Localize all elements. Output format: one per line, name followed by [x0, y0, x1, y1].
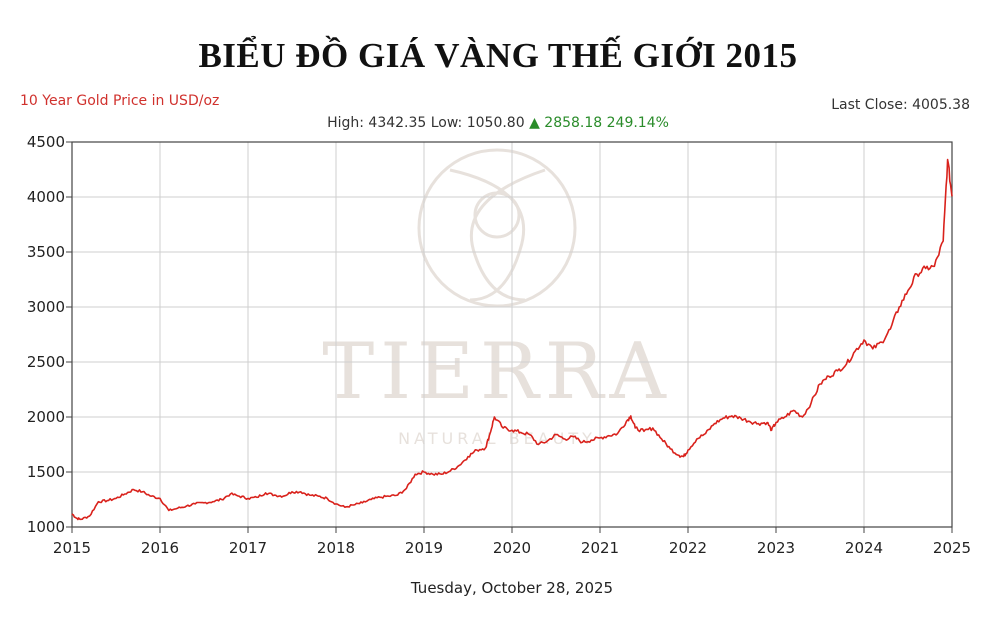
price-line — [71, 158, 953, 521]
y-tick-label: 2500 — [27, 353, 65, 371]
page-title: BIỂU ĐỒ GIÁ VÀNG THẾ GIỚI 2015 — [198, 36, 798, 75]
watermark-tagline: NATURAL BEAUTY — [398, 429, 596, 448]
y-tick-label: 4000 — [27, 188, 65, 206]
axis-ticks — [66, 141, 953, 533]
watermark-logo-icon — [417, 148, 577, 308]
price-change: ▲ 2858.18 249.14% — [529, 115, 669, 131]
last-close: Last Close: 4005.38 — [831, 97, 970, 113]
y-tick-label: 2000 — [27, 408, 65, 426]
x-tick-label: 2023 — [757, 539, 795, 557]
x-tick-label: 2019 — [405, 539, 443, 557]
x-tick-label: 2024 — [845, 539, 883, 557]
chart-subtitle: 10 Year Gold Price in USD/oz — [20, 93, 220, 109]
x-tick-label: 2017 — [229, 539, 267, 557]
y-tick-label: 1000 — [27, 518, 65, 536]
y-tick-label: 3500 — [27, 243, 65, 261]
price-stats: High: 4342.35 Low: 1050.80 ▲ 2858.18 249… — [0, 115, 996, 131]
x-tick-label: 2022 — [669, 539, 707, 557]
y-tick-label: 1500 — [27, 463, 65, 481]
y-tick-label: 3000 — [27, 298, 65, 316]
x-tick-label: 2016 — [141, 539, 179, 557]
x-tick-label: 2020 — [493, 539, 531, 557]
x-tick-label: 2018 — [317, 539, 355, 557]
y-axis: 1000 1500 2000 2500 3000 3500 4000 4500 — [27, 133, 65, 536]
high-low-stats: High: 4342.35 Low: 1050.80 — [327, 115, 525, 131]
y-tick-label: 4500 — [27, 133, 65, 151]
x-axis: 2015 2016 2017 2018 2019 2020 2021 2022 2023 2024… — [53, 539, 971, 557]
x-tick-label: 2015 — [53, 539, 91, 557]
watermark: TIERRA NATURAL BEAUTY — [322, 148, 672, 448]
chart-date: Tuesday, October 28, 2025 — [410, 579, 614, 597]
watermark-brand: TIERRA — [322, 327, 672, 417]
x-tick-label: 2021 — [581, 539, 619, 557]
grid — [71, 141, 953, 528]
x-tick-label: 2025 — [933, 539, 971, 557]
